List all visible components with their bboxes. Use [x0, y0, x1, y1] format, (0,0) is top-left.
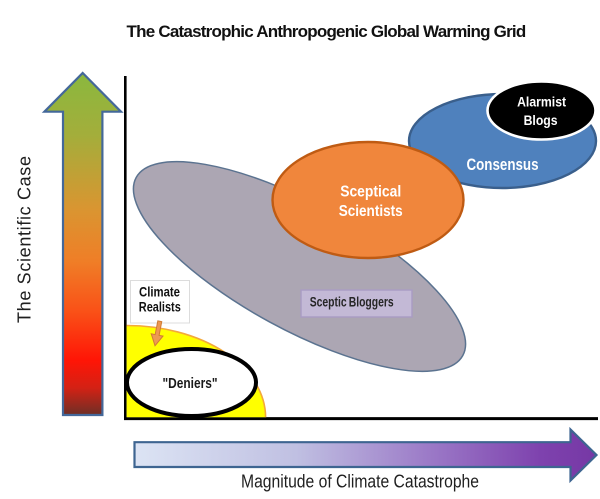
svg-text:Realists: Realists	[139, 299, 181, 314]
svg-text:Scientists: Scientists	[339, 203, 403, 220]
svg-text:Consensus: Consensus	[467, 156, 539, 174]
svg-text:Magnitude of Climate Catastrop: Magnitude of Climate Catastrophe	[241, 472, 479, 492]
svg-text:Climate: Climate	[139, 285, 180, 300]
svg-text:"Deniers": "Deniers"	[163, 375, 218, 392]
svg-text:Sceptic Bloggers: Sceptic Bloggers	[310, 295, 394, 310]
svg-text:Sceptical: Sceptical	[340, 184, 401, 201]
svg-text:The Scientific Case: The Scientific Case	[15, 156, 35, 323]
svg-text:Alarmist: Alarmist	[517, 95, 566, 110]
svg-text:Blogs: Blogs	[524, 113, 558, 128]
